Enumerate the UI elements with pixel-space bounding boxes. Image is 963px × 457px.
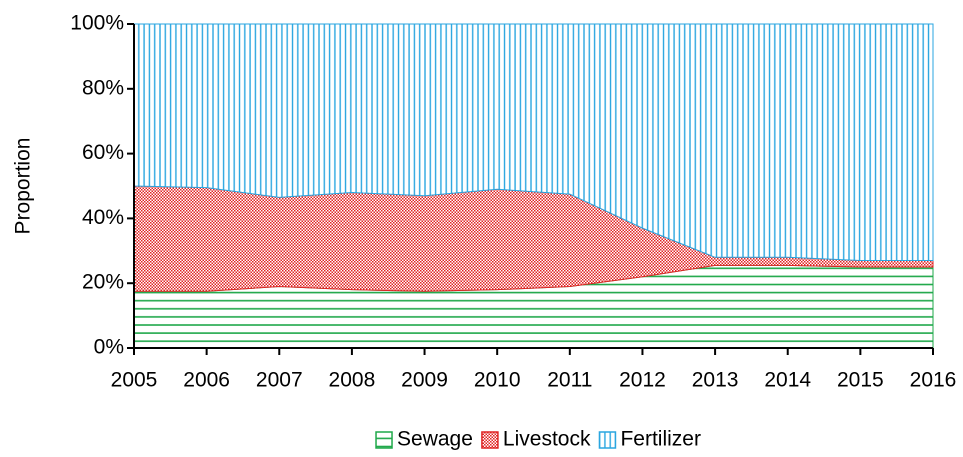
area (133, 23, 934, 262)
legend-label: Sewage (397, 428, 473, 451)
y-tick-label: 100% (70, 12, 124, 35)
legend-label: Fertilizer (620, 428, 701, 451)
x-tick-label: 2006 (183, 369, 230, 392)
y-axis-label: Proportion (12, 138, 35, 235)
legend: Sewage Livestock Fertilizer (375, 428, 701, 451)
x-tick-label: 2016 (910, 369, 957, 392)
x-tick-label: 2007 (256, 369, 303, 392)
x-tick-label: 2010 (474, 369, 521, 392)
x-tick-label: 2012 (619, 369, 666, 392)
x-tick-label: 2011 (547, 369, 592, 392)
legend-swatch (598, 431, 617, 449)
x-tick-label: 2008 (329, 369, 376, 392)
x-tick-label: 2005 (111, 369, 158, 392)
y-tick-label: 20% (82, 271, 124, 294)
y-tick-label: 40% (82, 206, 124, 229)
y-tick-label: 0% (94, 336, 124, 359)
y-tick-label: 60% (82, 141, 124, 164)
x-tick-label: 2009 (401, 369, 448, 392)
legend-swatch (481, 431, 499, 449)
y-tick-label: 80% (82, 76, 124, 99)
x-tick-label: 2013 (692, 369, 739, 392)
x-tick-label: 2014 (764, 369, 811, 392)
legend-swatch (375, 431, 393, 449)
x-tick-label: 2015 (837, 369, 884, 392)
legend-label: Livestock (503, 428, 591, 451)
